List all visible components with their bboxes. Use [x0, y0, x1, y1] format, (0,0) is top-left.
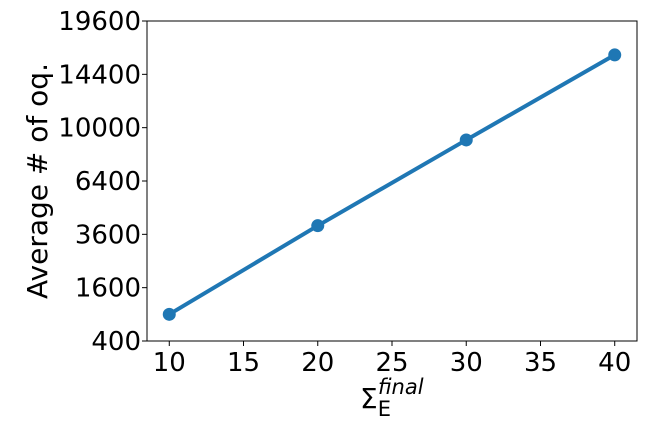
data-point-0-0	[162, 307, 176, 321]
y-tick-label-1: 1600	[75, 274, 141, 304]
x-tick-label-0: 10	[153, 348, 186, 378]
x-tick-label-5: 35	[524, 348, 557, 378]
data-point-0-1	[311, 219, 325, 233]
y-tick-label-0: 400	[91, 327, 141, 357]
data-point-0-3	[608, 48, 622, 62]
x-tick-label-4: 30	[450, 348, 483, 378]
x-axis-label-main: Σ	[360, 382, 378, 415]
x-tick-label-6: 40	[598, 348, 631, 378]
x-axis-label: ΣEfinal	[360, 375, 424, 421]
x-tick-label-1: 15	[227, 348, 260, 378]
x-axis: 10 15 20 25 30 35 40	[153, 341, 631, 378]
y-axis-label: Average # of oq.	[21, 63, 54, 299]
x-tick-label-2: 20	[301, 348, 334, 378]
y-tick-label-3: 6400	[75, 167, 141, 197]
y-tick-label-5: 14400	[58, 60, 141, 90]
y-axis: 400 1600 3600 6400 10000 14400 19600	[58, 7, 147, 357]
x-tick-label-3: 25	[375, 348, 408, 378]
plot-layer	[162, 48, 622, 321]
y-tick-label-2: 3600	[75, 220, 141, 250]
y-tick-label-4: 10000	[58, 114, 141, 144]
x-axis-label-superscript: final	[378, 375, 424, 399]
y-tick-label-6: 19600	[58, 7, 141, 37]
data-point-0-2	[459, 133, 473, 147]
x-axis-label-subscript: E	[378, 397, 391, 421]
series-line-0	[167, 52, 617, 317]
